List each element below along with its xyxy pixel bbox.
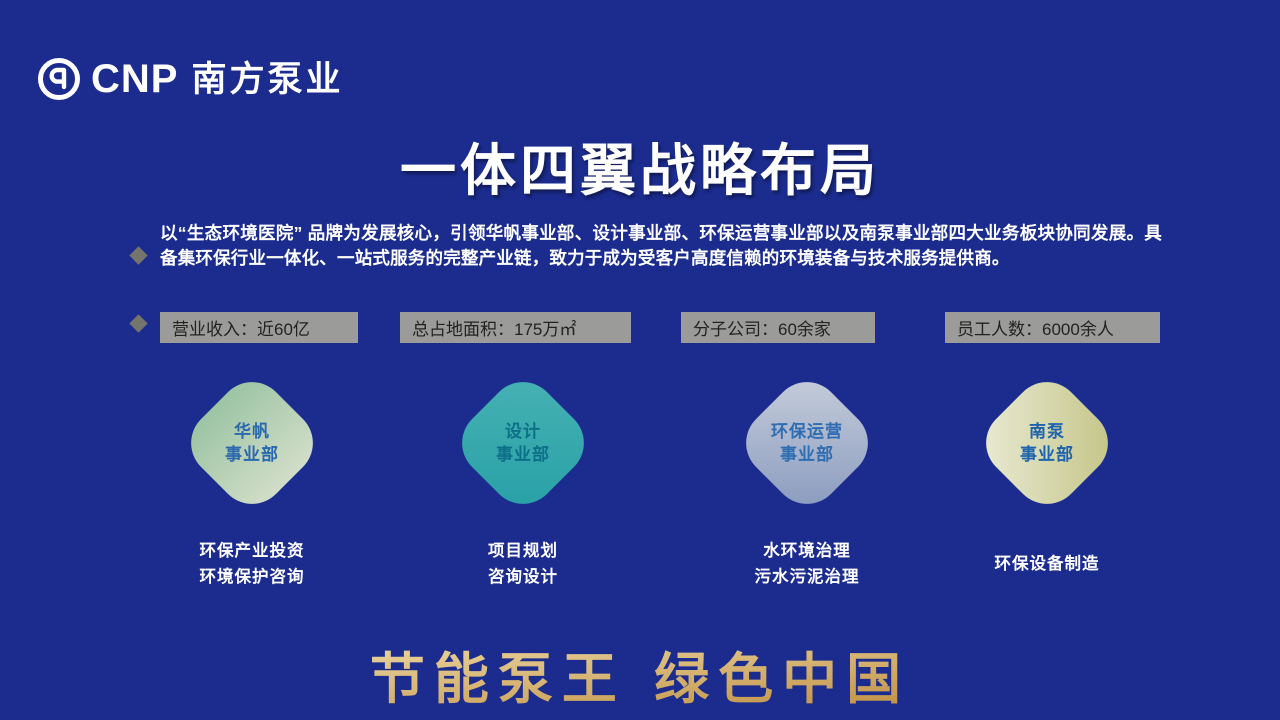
division-shape-wrapper: 设计 事业部 (448, 368, 598, 518)
page-title: 一体四翼战略布局 (400, 139, 880, 202)
division-name-line: 华帆 (234, 422, 270, 441)
intro-paragraph: 以“生态环境医院” 品牌为发展核心，引领华帆事业部、设计事业部、环保运营事业部以… (160, 223, 1162, 268)
slogan-calligraphy: 节能泵王 绿色中国 (0, 634, 1280, 714)
division-env-operations: 环保运营 事业部 水环境治理 污水污泥治理 (732, 368, 882, 590)
division-name: 环保运营 事业部 (771, 420, 843, 466)
division-shape: 环保运营 事业部 (732, 368, 882, 518)
logo-brand-name: 南方泵业 (191, 59, 344, 99)
logo-acronym: CNP (91, 57, 179, 101)
description-line: 咨询设计 (488, 568, 558, 586)
division-name: 设计 事业部 (496, 420, 550, 466)
description-line: 环保设备制造 (994, 555, 1100, 573)
division-design: 设计 事业部 项目规划 咨询设计 (448, 368, 598, 590)
division-huafan: 华帆 事业部 环保产业投资 环境保护咨询 (177, 368, 327, 590)
division-name-line: 事业部 (1020, 445, 1074, 464)
description-line: 水环境治理 (763, 542, 851, 560)
description-line: 污水污泥治理 (754, 568, 860, 586)
stat-subsidiaries: 分子公司： 60余家 (681, 312, 875, 343)
division-description: 水环境治理 污水污泥治理 (707, 538, 907, 590)
division-shape: 南泵 事业部 (972, 368, 1122, 518)
description-line: 项目规划 (488, 542, 558, 560)
division-shape-wrapper: 环保运营 事业部 (732, 368, 882, 518)
division-name-line: 事业部 (496, 445, 550, 464)
division-name: 华帆 事业部 (225, 420, 279, 466)
cnp-pump-icon (38, 58, 80, 100)
division-shape: 华帆 事业部 (177, 368, 327, 518)
division-name-line: 事业部 (225, 445, 279, 464)
division-name-line: 环保运营 (771, 422, 843, 441)
stat-label: 员工人数 (957, 320, 1025, 339)
description-line: 环保产业投资 (199, 542, 305, 560)
division-shape-wrapper: 华帆 事业部 (177, 368, 327, 518)
stat-label: 营业收入 (172, 320, 240, 339)
diamond-bullet-icon (129, 246, 148, 265)
division-name-line: 南泵 (1029, 422, 1065, 441)
company-logo: CNP 南方泵业 (36, 56, 343, 102)
stat-separator: ： (240, 320, 257, 339)
division-description: 环保设备制造 (947, 538, 1147, 590)
division-name-line: 设计 (505, 422, 541, 441)
division-description: 项目规划 咨询设计 (423, 538, 623, 590)
stat-land-area: 总占地面积： 175万㎡ (400, 312, 631, 343)
stat-label: 总占地面积 (412, 320, 497, 339)
stat-label: 分子公司 (693, 320, 761, 339)
division-name: 南泵 事业部 (1020, 420, 1074, 466)
stat-revenue: 营业收入： 近60亿 (160, 312, 358, 343)
division-description: 环保产业投资 环境保护咨询 (152, 538, 352, 590)
division-name-line: 事业部 (780, 445, 834, 464)
diamond-bullet-icon (129, 314, 148, 333)
division-shape: 设计 事业部 (448, 368, 598, 518)
division-shape-wrapper: 南泵 事业部 (972, 368, 1122, 518)
stat-separator: ： (1025, 320, 1042, 339)
stat-value: 近60亿 (257, 320, 310, 339)
stat-employees: 员工人数： 6000余人 (945, 312, 1160, 343)
stat-value: 175万㎡ (514, 320, 577, 339)
description-line: 环境保护咨询 (199, 568, 305, 586)
stat-value: 60余家 (778, 320, 831, 339)
stat-value: 6000余人 (1042, 320, 1114, 339)
stat-separator: ： (761, 320, 778, 339)
division-nanbeng: 南泵 事业部 环保设备制造 (972, 368, 1122, 590)
stat-separator: ： (497, 320, 514, 339)
